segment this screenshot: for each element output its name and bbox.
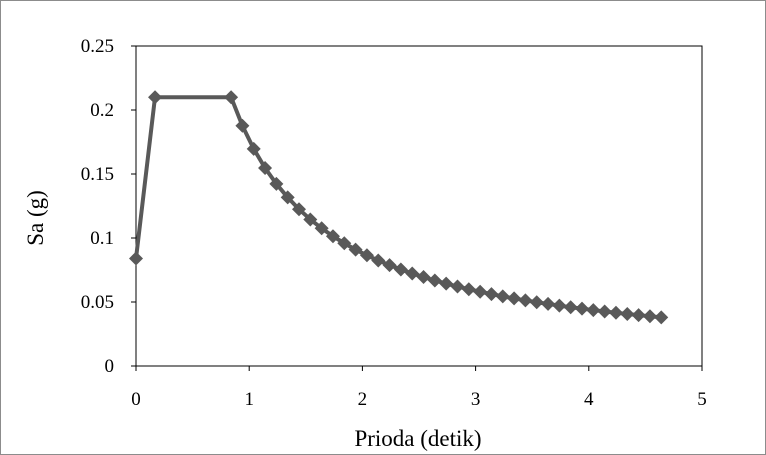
data-point xyxy=(371,253,386,268)
data-point xyxy=(129,251,143,266)
data-point xyxy=(439,276,454,291)
data-point xyxy=(586,303,601,318)
data-point xyxy=(382,258,397,273)
data-point xyxy=(325,229,340,244)
y-tick-label: 0.05 xyxy=(81,292,114,313)
x-tick-label: 0 xyxy=(131,389,141,410)
data-point xyxy=(552,298,567,313)
data-point xyxy=(280,190,295,205)
data-point xyxy=(518,293,533,308)
data-point xyxy=(507,291,522,306)
data-point xyxy=(642,309,657,324)
y-tick-label: 0.25 xyxy=(81,36,114,57)
data-point xyxy=(269,176,284,191)
data-point xyxy=(359,248,374,263)
data-point xyxy=(224,90,239,105)
data-point xyxy=(303,212,318,227)
x-tick-label: 1 xyxy=(244,389,254,410)
data-point xyxy=(405,266,420,281)
x-axis-title: Prioda (detik) xyxy=(354,426,481,451)
data-point xyxy=(235,118,250,133)
data-point xyxy=(473,284,488,299)
y-tick-label: 0.15 xyxy=(81,164,114,185)
y-tick-label: 0.2 xyxy=(90,100,114,121)
data-point xyxy=(597,304,612,319)
data-point xyxy=(148,90,163,105)
x-tick-label: 4 xyxy=(584,389,594,410)
data-point xyxy=(258,160,273,175)
data-point xyxy=(314,221,329,236)
data-point xyxy=(541,296,556,311)
x-tick-label: 3 xyxy=(471,389,481,410)
data-point xyxy=(654,310,669,325)
data-point xyxy=(575,301,590,316)
data-point xyxy=(529,295,544,310)
data-point xyxy=(495,289,510,304)
plot-area xyxy=(135,45,703,367)
data-point xyxy=(620,307,635,322)
data-point xyxy=(484,287,499,302)
data-point xyxy=(461,282,476,297)
x-tick-label: 5 xyxy=(697,389,707,410)
y-axis-title: Sa (g) xyxy=(23,190,48,246)
y-tick-label: 0.1 xyxy=(90,228,114,249)
data-point xyxy=(427,273,442,288)
data-point xyxy=(393,262,408,277)
data-point xyxy=(292,202,307,217)
data-point xyxy=(246,141,261,156)
data-point xyxy=(563,300,578,315)
data-point xyxy=(348,242,363,257)
series-line xyxy=(134,95,662,320)
y-tick-label: 0 xyxy=(105,356,115,377)
data-point xyxy=(337,236,352,251)
data-point xyxy=(416,270,431,285)
data-point xyxy=(631,308,646,323)
data-point xyxy=(450,279,465,294)
x-tick-label: 2 xyxy=(358,389,368,410)
data-point xyxy=(608,305,623,320)
